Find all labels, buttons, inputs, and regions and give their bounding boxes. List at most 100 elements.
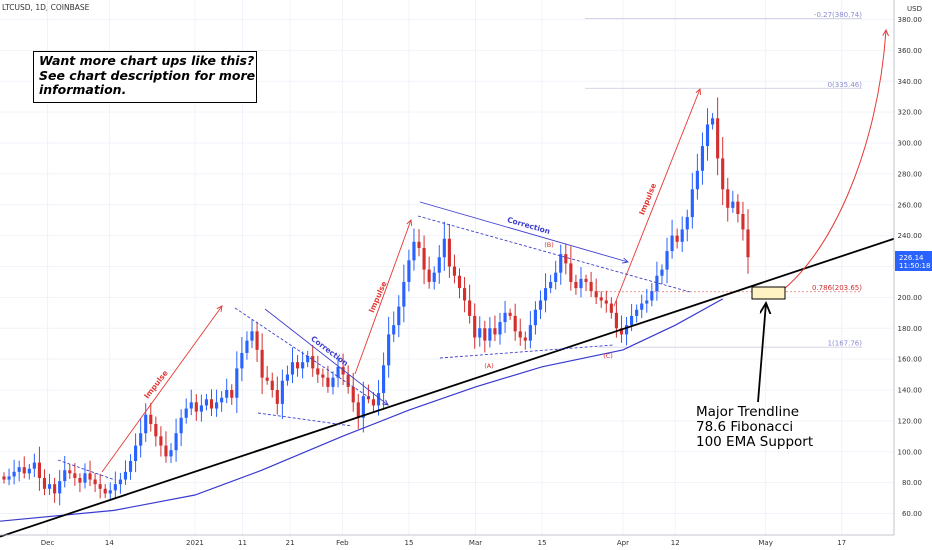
candle-body [427, 269, 431, 282]
candle-body [513, 315, 517, 332]
candle-body [493, 328, 497, 335]
fib-level-label: 0(335.46) [828, 81, 863, 89]
candle-body [306, 356, 310, 363]
candle-body [705, 124, 710, 147]
candle-body [139, 433, 143, 446]
wave-b-label: (B) [544, 241, 554, 249]
candle-body [483, 328, 487, 341]
correction-label-1: Correction [309, 334, 350, 368]
candle-body [235, 368, 239, 398]
candle-body [73, 473, 77, 478]
candle-body [498, 322, 502, 335]
major-trendline [0, 237, 895, 538]
candle-body [159, 436, 163, 446]
candle-body [711, 118, 715, 125]
candle-body [336, 366, 340, 378]
candle-body [164, 445, 168, 457]
support-pointer-arrow [757, 303, 766, 403]
support-zone-box [751, 286, 786, 300]
candle-body [63, 470, 67, 482]
candle-body [27, 468, 31, 474]
y-tick-label: 200.00 [898, 294, 923, 302]
x-tick-label: 15 [538, 539, 547, 547]
candle-body [12, 471, 16, 477]
candle-body [179, 417, 183, 434]
impulse-arrow-1 [101, 306, 222, 473]
candle-body [650, 291, 654, 301]
candle-body [589, 281, 593, 292]
support-line-2: 78.6 Fibonacci [696, 419, 794, 435]
candle-body [645, 300, 649, 304]
x-tick-label: Mar [469, 539, 482, 547]
candle-body [746, 229, 750, 258]
wedge-line-dec-top [57, 459, 116, 481]
candle-body [199, 405, 203, 412]
candle-body [660, 269, 664, 276]
candle-body [488, 328, 492, 341]
fib-level-label: 1(167.76) [828, 340, 863, 348]
candle-body [215, 402, 219, 409]
candle-body [42, 477, 47, 489]
candle-body [245, 340, 249, 353]
candle-body [58, 481, 62, 494]
candle-body [230, 390, 234, 398]
candle-body [331, 377, 335, 387]
candle-body [594, 291, 598, 298]
y-tick-label: 180.00 [898, 325, 923, 333]
candle-body [518, 331, 522, 338]
x-tick-label: Feb [336, 539, 349, 547]
correction-arrow-1 [264, 308, 388, 405]
candle-body [407, 260, 411, 282]
price-axis: USD 60.00 80.00 100.00 120.00 140.00 160.00 18… [893, 0, 932, 550]
y-tick-label: 300.00 [898, 140, 923, 148]
y-tick-label: 100.00 [898, 448, 923, 456]
y-tick-label: 360.00 [898, 47, 923, 55]
x-tick-label: May [758, 539, 772, 547]
x-tick-label: 14 [105, 539, 114, 547]
candle-body [7, 476, 11, 480]
candle-body [528, 325, 532, 341]
candle-body [635, 309, 639, 316]
x-tick-label: Apr [617, 539, 629, 547]
candle-body [468, 300, 472, 316]
candle-body [311, 356, 315, 369]
candle-body [564, 254, 568, 264]
candle-body [437, 257, 441, 273]
candle-body [630, 315, 634, 326]
candle-body [204, 399, 209, 406]
candle-body [412, 241, 416, 261]
candle-body [265, 377, 269, 381]
triangle-line-top [417, 215, 691, 293]
candle-body [473, 315, 477, 338]
candle-body [624, 325, 629, 335]
candle-body [457, 275, 462, 289]
y-tick-label: 380.00 [898, 16, 923, 24]
candle-body [22, 467, 26, 474]
support-line-3: 100 EMA Support [696, 434, 814, 450]
candle-body [665, 251, 669, 270]
wedge-line-1-top [234, 307, 371, 399]
candle-body [680, 229, 684, 242]
candle-body [128, 461, 133, 472]
candle-body [47, 484, 52, 489]
candle-body [700, 146, 705, 171]
impulse-arrow-3 [613, 89, 700, 307]
correction-arrow-2 [419, 201, 628, 262]
callout-line-3: information. [39, 82, 127, 97]
chart-symbol-header: LTCUSD, 1D, COINBASE [2, 3, 90, 12]
fib-level-label: 0.786(203.65) [812, 284, 862, 292]
candle-body [376, 393, 381, 406]
time-axis: Dec 14 2021 11 21 Feb 15 Mar 15 Apr 12 May 17 [0, 534, 894, 547]
impulse-arrow-2 [354, 220, 411, 375]
candlestick-series [2, 97, 750, 506]
candle-body [98, 484, 102, 489]
candle-body [240, 352, 244, 369]
candle-body [442, 238, 446, 258]
candle-body [351, 386, 355, 403]
candle-body [255, 331, 259, 350]
candle-body [599, 297, 603, 301]
y-tick-label: 60.00 [902, 510, 922, 518]
candle-body [695, 170, 699, 190]
candle-body [523, 337, 527, 341]
